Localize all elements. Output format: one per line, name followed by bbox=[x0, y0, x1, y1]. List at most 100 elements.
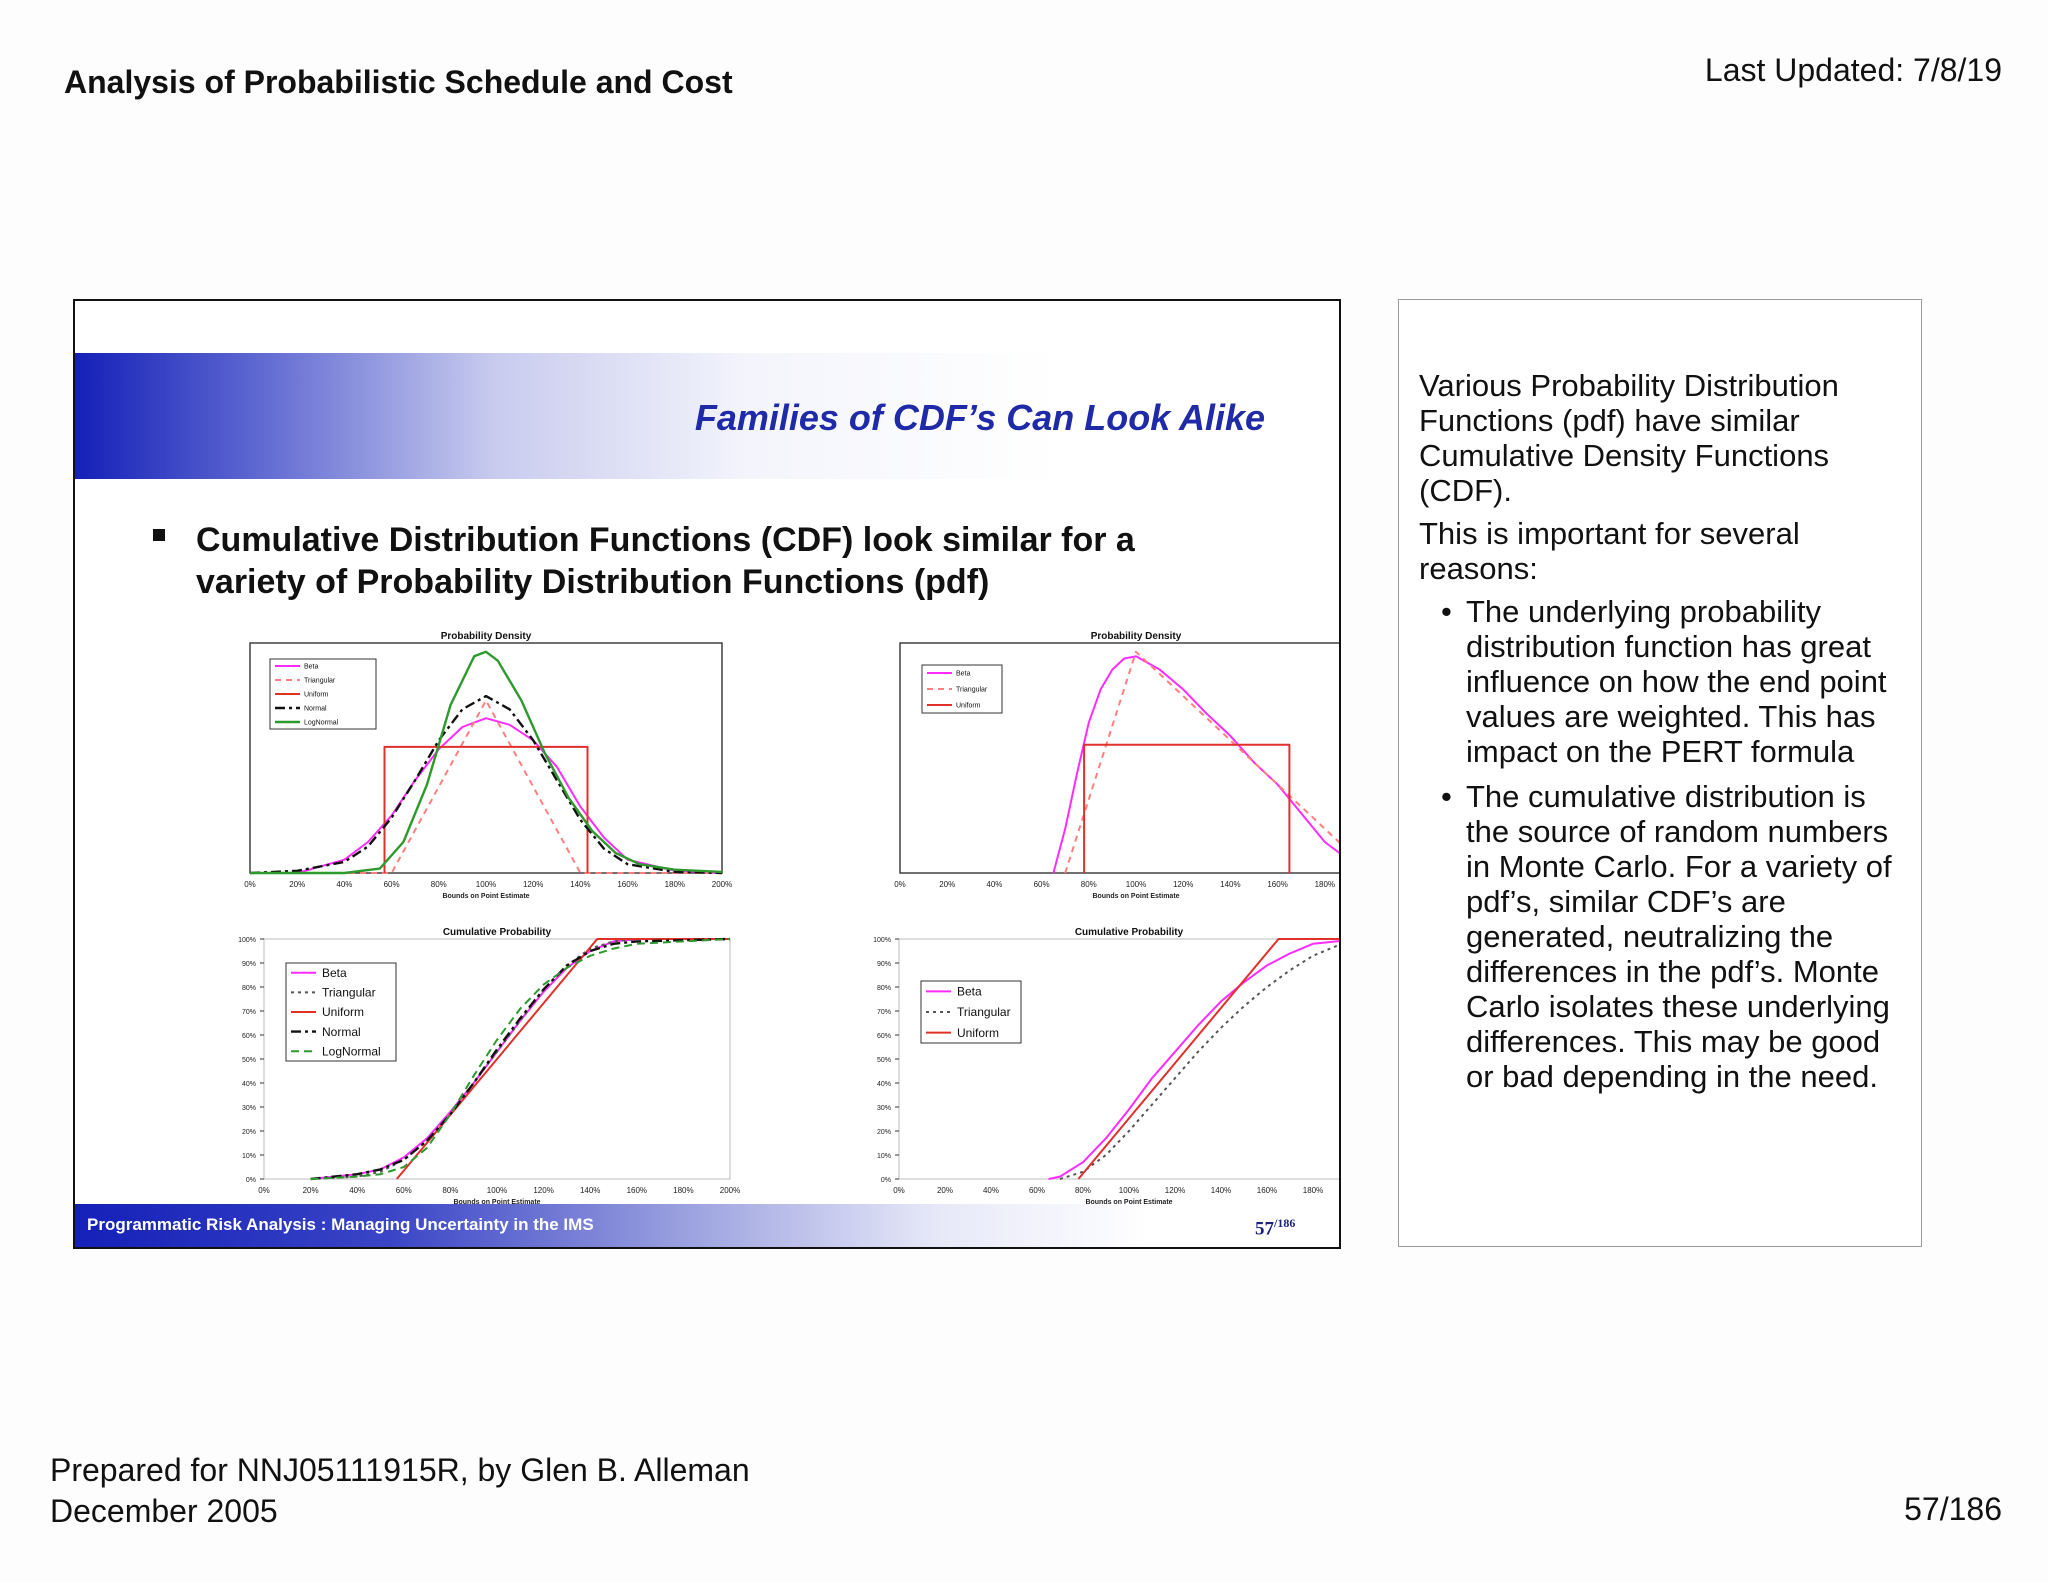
slide-image: Families of CDF’s Can Look Alike Cumulat… bbox=[73, 299, 1341, 1249]
series-line-beta bbox=[250, 717, 723, 874]
legend-label: Uniform bbox=[956, 702, 981, 709]
x-tick-label: 60% bbox=[1029, 1186, 1045, 1195]
bullet-dot-icon: • bbox=[1441, 779, 1452, 814]
chart-pdf-left: Probability Density 0% 20% 40% 60% 80% 100% 120… bbox=[244, 631, 732, 900]
y-tick-label: 60% bbox=[877, 1033, 891, 1040]
legend-label: Uniform bbox=[957, 1026, 999, 1040]
notes-bullet-item: • The underlying probability distribution… bbox=[1441, 594, 1909, 769]
legend-label: Beta bbox=[956, 670, 971, 677]
legend-label: Uniform bbox=[322, 1005, 364, 1019]
y-tick-label: 60% bbox=[242, 1033, 256, 1040]
series-line-triangular bbox=[1064, 650, 1339, 874]
series-line-normal bbox=[310, 937, 731, 1181]
legend-label: Beta bbox=[304, 663, 319, 670]
x-tick-label: 100% bbox=[487, 1186, 507, 1195]
y-tick-label: 40% bbox=[877, 1081, 891, 1088]
prepared-for: Prepared for NNJ05111915R, by Glen B. Al… bbox=[50, 1450, 750, 1532]
x-tick-label: 200% bbox=[720, 1186, 740, 1195]
y-tick-label: 80% bbox=[242, 985, 256, 992]
notes-intro-2: This is important for several reasons: bbox=[1419, 516, 1800, 586]
bullet-square-icon bbox=[153, 529, 165, 541]
slide-title: Families of CDF’s Can Look Alike bbox=[694, 397, 1265, 438]
x-tick-label: 200% bbox=[712, 880, 732, 889]
series-line-normal bbox=[249, 694, 723, 875]
x-axis-label: Bounds on Point Estimate bbox=[453, 1199, 540, 1206]
legend-label: Triangular bbox=[304, 677, 336, 684]
x-tick-label: 160% bbox=[1267, 880, 1287, 889]
legend-label: Triangular bbox=[956, 686, 988, 693]
legend-label: LogNormal bbox=[322, 1044, 381, 1058]
x-tick-label: 180% bbox=[673, 1186, 693, 1195]
x-tick-label: 20% bbox=[937, 1186, 953, 1195]
notes-panel: Various Probability Distribution Functio… bbox=[1398, 299, 1922, 1247]
x-tick-label: 140% bbox=[570, 880, 590, 889]
slide-footer-text: Programmatic Risk Analysis : Managing Un… bbox=[87, 1215, 594, 1234]
series-line-beta bbox=[1048, 940, 1339, 1180]
chart-title: Cumulative Probability bbox=[1075, 927, 1184, 938]
x-tick-label: 140% bbox=[1211, 1186, 1231, 1195]
x-tick-label: 60% bbox=[396, 1186, 412, 1195]
notes-bullet-item: • The cumulative distribution is the sour… bbox=[1441, 779, 1909, 1094]
x-tick-label: 20% bbox=[303, 1186, 319, 1195]
x-tick-label: 0% bbox=[894, 880, 906, 889]
x-tick-label: 160% bbox=[1257, 1186, 1277, 1195]
series-line-uniform bbox=[383, 745, 589, 873]
notes-intro-1: Various Probability Distribution Functio… bbox=[1419, 368, 1839, 508]
chart-title: Probability Density bbox=[1091, 631, 1182, 642]
chart-title: Probability Density bbox=[441, 631, 532, 642]
legend-label: Normal bbox=[304, 705, 327, 712]
x-tick-label: 120% bbox=[1173, 880, 1193, 889]
notes-bullet-2: The cumulative distribution is the sourc… bbox=[1466, 779, 1892, 1094]
legend-label: Beta bbox=[322, 966, 347, 980]
y-tick-label: 90% bbox=[877, 961, 891, 968]
series-line-lognormal bbox=[310, 938, 731, 1180]
x-tick-label: 40% bbox=[983, 1186, 999, 1195]
y-tick-label: 50% bbox=[877, 1057, 891, 1064]
x-tick-label: 120% bbox=[1165, 1186, 1185, 1195]
last-updated: Last Updated: 7/8/19 bbox=[1704, 52, 2002, 88]
y-tick-label: 70% bbox=[242, 1009, 256, 1016]
x-tick-label: 20% bbox=[939, 880, 955, 889]
legend-label: Beta bbox=[957, 985, 982, 999]
y-tick-label: 100% bbox=[873, 937, 891, 944]
legend-label: Triangular bbox=[957, 1005, 1011, 1019]
series-line-lognormal bbox=[250, 650, 723, 875]
x-tick-label: 40% bbox=[349, 1186, 365, 1195]
slide-footer-band: Programmatic Risk Analysis : Managing Un… bbox=[75, 1204, 1339, 1247]
x-tick-label: 100% bbox=[1119, 1186, 1139, 1195]
x-tick-label: 100% bbox=[476, 880, 496, 889]
y-tick-label: 10% bbox=[877, 1153, 891, 1160]
slide-page-current: 57 bbox=[1255, 1218, 1274, 1240]
notes-bullet-list: • The underlying probability distribution… bbox=[1419, 594, 1909, 1094]
x-tick-label: 20% bbox=[289, 880, 305, 889]
prepared-line-1: Prepared for NNJ05111915R, by Glen B. Al… bbox=[50, 1452, 750, 1488]
y-tick-label: 90% bbox=[242, 961, 256, 968]
y-tick-label: 20% bbox=[877, 1129, 891, 1136]
x-tick-label: 0% bbox=[244, 880, 256, 889]
y-tick-label: 70% bbox=[877, 1009, 891, 1016]
legend-label: LogNormal bbox=[304, 719, 339, 726]
legend-label: Normal bbox=[322, 1025, 361, 1039]
x-tick-label: 0% bbox=[258, 1186, 270, 1195]
x-tick-label: 80% bbox=[1081, 880, 1097, 889]
notes-bullet-1: The underlying probability distribution … bbox=[1466, 594, 1887, 769]
x-tick-label: 120% bbox=[533, 1186, 553, 1195]
legend-label: Triangular bbox=[322, 986, 376, 1000]
y-tick-label: 80% bbox=[877, 985, 891, 992]
x-tick-label: 80% bbox=[431, 880, 447, 889]
document-title: Analysis of Probabilistic Schedule and C… bbox=[64, 64, 733, 100]
y-tick-label: 10% bbox=[242, 1153, 256, 1160]
slide-bullet-text: Cumulative Distribution Functions (CDF) … bbox=[196, 521, 1135, 601]
chart-title: Cumulative Probability bbox=[443, 927, 552, 938]
x-tick-label: 180% bbox=[1315, 880, 1335, 889]
x-tick-label: 60% bbox=[1034, 880, 1050, 889]
slide-header-band: Families of CDF’s Can Look Alike bbox=[75, 353, 1305, 479]
y-tick-label: 30% bbox=[242, 1105, 256, 1112]
x-tick-label: 140% bbox=[580, 1186, 600, 1195]
legend-label: Uniform bbox=[304, 691, 329, 698]
x-tick-label: 80% bbox=[442, 1186, 458, 1195]
x-tick-label: 40% bbox=[986, 880, 1002, 889]
chart-pdf-right: Probability Density 0% 20% 40% 60% 80% 100% 120… bbox=[894, 631, 1339, 900]
x-axis-label: Bounds on Point Estimate bbox=[1092, 893, 1179, 900]
series-line-uniform bbox=[396, 938, 730, 1180]
